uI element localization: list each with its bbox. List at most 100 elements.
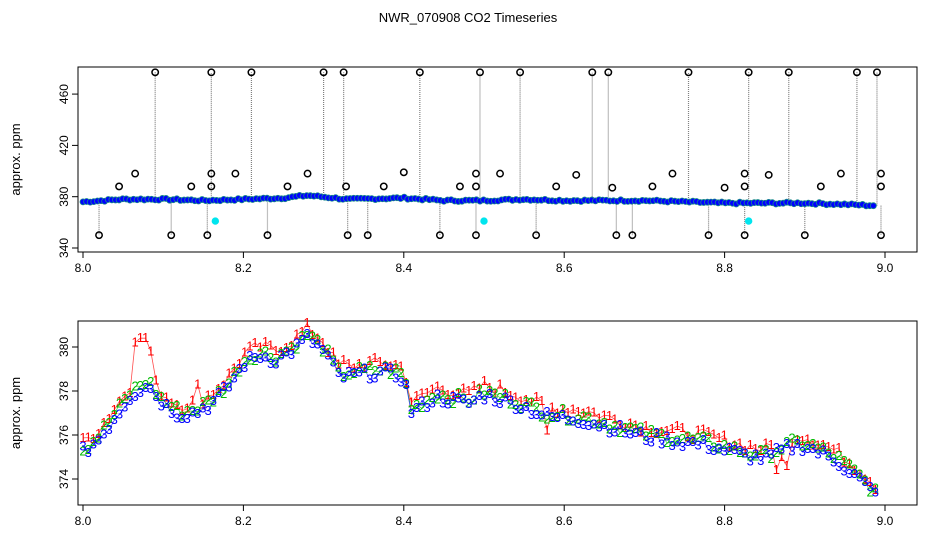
series-marker-2: 2 [439, 387, 446, 402]
outlier-point [516, 68, 525, 77]
series-marker-2: 2 [444, 392, 451, 407]
series-marker-2: 2 [794, 433, 801, 448]
series-marker-1: 1 [413, 388, 420, 403]
series-marker-3: 3 [397, 374, 404, 389]
outlier-point [740, 182, 749, 191]
series-marker-3: 3 [95, 432, 102, 447]
series-marker-2: 2 [309, 328, 316, 343]
outlier-point [552, 182, 561, 191]
series-marker-2: 2 [653, 426, 660, 441]
series-marker-2: 2 [564, 413, 571, 428]
outlier-point [628, 231, 637, 240]
series-marker-3: 3 [470, 392, 477, 407]
series-marker-1: 1 [491, 385, 498, 400]
chart-title: NWR_070908 CO2 Timeseries [379, 10, 558, 25]
series-marker-2: 2 [116, 395, 123, 410]
series-marker-1: 1 [648, 425, 655, 440]
series-marker-2: 2 [512, 397, 519, 412]
series-marker-3: 3 [674, 435, 681, 450]
series-marker-3: 3 [387, 360, 394, 375]
plot-frame-top [77, 66, 918, 253]
series-marker-2: 2 [199, 394, 206, 409]
series-marker-2: 2 [147, 374, 154, 389]
series-marker-3: 3 [215, 385, 222, 400]
series-marker-3: 3 [616, 417, 623, 432]
series-marker-1: 1 [204, 388, 211, 403]
series-marker-2: 2 [559, 401, 566, 416]
series-marker-1: 1 [710, 426, 717, 441]
series-marker-1: 1 [585, 404, 592, 419]
series-marker-2: 2 [752, 448, 759, 463]
series-marker-3: 3 [814, 446, 821, 461]
series-marker-3: 3 [314, 337, 321, 352]
series-marker-1: 1 [439, 383, 446, 398]
series-marker-3: 3 [549, 409, 556, 424]
series-marker-3: 3 [444, 397, 451, 412]
series-marker-2: 2 [210, 395, 217, 410]
series-marker-3: 3 [653, 425, 660, 440]
series-marker-2: 2 [314, 332, 321, 347]
series-marker-1: 1 [178, 403, 185, 418]
series-marker-2: 2 [747, 448, 754, 463]
series-marker-3: 3 [460, 392, 467, 407]
outlier-point [207, 182, 216, 191]
series-marker-1: 1 [366, 353, 373, 368]
series-marker-2: 2 [100, 418, 107, 433]
outlier-point [263, 231, 272, 240]
series-marker-1: 1 [830, 442, 837, 457]
series-marker-2: 2 [413, 397, 420, 412]
series-marker-1: 1 [95, 426, 102, 441]
series-marker-2: 2 [658, 426, 665, 441]
x-tick-label: 8.4 [395, 261, 412, 275]
series-marker-3: 3 [361, 361, 368, 376]
series-marker-2: 2 [741, 446, 748, 461]
series-marker-3: 3 [590, 417, 597, 432]
series-marker-2: 2 [679, 431, 686, 446]
plot-frame-bottom [77, 320, 918, 506]
flagged-point [744, 217, 753, 225]
series-marker-3: 3 [413, 400, 420, 415]
outlier-point [207, 68, 216, 77]
series-marker-1: 1 [262, 334, 269, 349]
outlier-point [572, 170, 581, 179]
series-marker-3: 3 [809, 441, 816, 456]
series-marker-3: 3 [731, 442, 738, 457]
series-marker-1: 1 [397, 358, 404, 373]
series-marker-3: 3 [835, 459, 842, 474]
series-marker-3: 3 [679, 439, 686, 454]
series-marker-2: 2 [121, 391, 128, 406]
series-marker-1: 1 [835, 440, 842, 455]
series-marker-3: 3 [856, 470, 863, 485]
series-marker-2: 2 [304, 328, 311, 343]
series-marker-3: 3 [476, 388, 483, 403]
series-marker-3: 3 [762, 445, 769, 460]
y-tick-label: 376 [57, 425, 71, 445]
series-marker-1: 1 [632, 417, 639, 432]
series-marker-2: 2 [533, 399, 540, 414]
series-marker-2: 2 [189, 403, 196, 418]
series-marker-3: 3 [403, 377, 410, 392]
series-marker-3: 3 [465, 396, 472, 411]
series-marker-1: 1 [820, 437, 827, 452]
series-marker-2: 2 [590, 417, 597, 432]
series-marker-2: 2 [710, 439, 717, 454]
outlier-point [95, 231, 103, 240]
series-marker-3: 3 [257, 351, 264, 366]
series-marker-3: 3 [741, 445, 748, 460]
series-marker-3: 3 [116, 406, 123, 421]
series-marker-1: 1 [674, 418, 681, 433]
series-marker-1: 1 [856, 467, 863, 482]
series-marker-1: 1 [298, 324, 305, 339]
series-marker-1: 1 [554, 406, 561, 421]
series-marker-2: 2 [502, 386, 509, 401]
outlier-point [784, 68, 793, 77]
series-marker-3: 3 [627, 427, 634, 442]
series-marker-3: 3 [210, 393, 217, 408]
series-marker-2: 2 [111, 407, 118, 422]
outlier-point [496, 169, 504, 178]
series-marker-3: 3 [695, 437, 702, 452]
outlier-point [151, 68, 160, 77]
series-marker-2: 2 [85, 442, 92, 457]
outlier-point [343, 231, 352, 240]
series-marker-1: 1 [616, 418, 623, 433]
